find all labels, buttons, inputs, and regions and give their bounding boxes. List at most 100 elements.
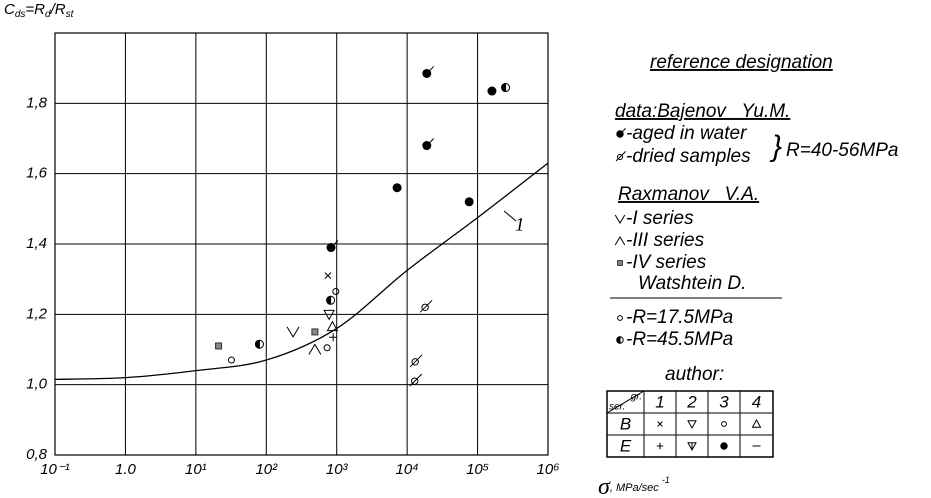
marker-part	[616, 153, 624, 161]
marker-part	[501, 83, 507, 93]
x-tick-label: 10²	[255, 461, 278, 478]
marker	[308, 343, 322, 355]
curve	[54, 162, 549, 381]
marker	[254, 339, 264, 349]
marker-part	[421, 303, 429, 311]
table-marker	[751, 418, 762, 428]
marker	[286, 326, 300, 338]
x-tick-label: 10¹	[185, 461, 207, 478]
marker-part	[614, 236, 626, 246]
legend-marker	[614, 236, 626, 246]
marker	[323, 344, 331, 352]
marker-part	[326, 320, 339, 332]
table-header: 3	[719, 392, 729, 411]
x-axis-label-part: σ	[598, 474, 611, 498]
table-header: 2	[686, 392, 697, 411]
table-header: 4	[752, 392, 761, 411]
marker	[419, 299, 433, 313]
legend-label: -III series	[626, 230, 705, 251]
marker-part	[656, 442, 664, 450]
marker	[329, 333, 338, 342]
table-frame	[606, 390, 774, 458]
marker-part	[687, 442, 697, 452]
marker-part	[409, 354, 423, 368]
y-tick-label: 1,2	[26, 305, 48, 322]
marker-part	[411, 358, 419, 366]
table-marker	[721, 421, 727, 427]
x-tick-label: 10⁶	[537, 461, 560, 478]
marker-part	[428, 138, 435, 144]
marker-part	[720, 442, 728, 450]
legend-label: -R=17.5MPa	[626, 307, 733, 328]
table-row-label: B	[620, 414, 631, 433]
y-axis-label-part: =R	[25, 1, 45, 18]
legend-marker	[615, 151, 626, 162]
marker-part	[751, 418, 762, 428]
marker	[409, 373, 423, 387]
x-axis-label-part: , MPa/sec	[610, 482, 662, 494]
marker-part	[410, 377, 419, 385]
group-title: data:Bajenov Yu.M.	[615, 101, 790, 122]
marker-part	[329, 333, 338, 342]
x-tick-label: 1.0	[115, 461, 137, 478]
legend-marker	[616, 336, 624, 344]
marker-part	[687, 420, 697, 430]
marker-part	[721, 421, 727, 427]
marker	[464, 197, 474, 207]
marker-part	[419, 299, 433, 313]
table-marker	[687, 420, 697, 430]
y-tick-label: 1,6	[26, 165, 48, 182]
y-axis-label-part: d	[45, 9, 51, 20]
marker	[487, 86, 497, 96]
marker-part	[323, 309, 335, 321]
marker-part	[487, 86, 497, 96]
x-tick-label: 10⁵	[466, 461, 489, 478]
marker	[324, 272, 332, 280]
marker-part	[311, 328, 319, 336]
legend-label: -dried samples	[626, 146, 751, 167]
marker	[501, 83, 511, 93]
brace: }	[769, 130, 782, 163]
y-tick-label: 1,0	[26, 376, 48, 393]
table-corner: gr.	[631, 392, 642, 403]
marker-part	[428, 66, 435, 72]
x-axis-label: σ, MPa/sec -1	[598, 474, 670, 498]
marker-part	[286, 326, 300, 338]
y-axis-label-part: C	[4, 1, 15, 18]
table-header: 1	[655, 392, 664, 411]
y-axis-label: Cds=Rd/Rst	[4, 1, 75, 20]
y-tick-label: 0,8	[26, 446, 48, 463]
table-diagonal	[606, 390, 645, 414]
marker-part	[657, 421, 663, 427]
table-row-label: E	[620, 436, 632, 455]
marker-part	[616, 130, 624, 138]
table-marker	[657, 421, 663, 427]
x-tick-label: 10⁴	[396, 461, 419, 478]
legend-label: -aged in water	[626, 123, 747, 144]
group-note: R=40-56MPa	[786, 140, 898, 161]
marker-part	[326, 295, 332, 305]
marker-part	[621, 128, 626, 133]
table-corner: ser.	[609, 402, 625, 413]
curve-leader	[503, 210, 517, 222]
marker-part	[227, 356, 235, 364]
marker	[326, 240, 339, 253]
legend-marker	[614, 214, 626, 224]
marker	[422, 138, 435, 151]
marker	[392, 183, 402, 193]
table-marker	[687, 442, 697, 452]
author-title: author:	[665, 364, 724, 385]
marker-part	[324, 272, 332, 280]
y-axis-label-part: ds	[15, 9, 26, 20]
marker-part	[392, 183, 402, 193]
legend-marker	[617, 315, 623, 321]
y-tick-label: 1,4	[26, 235, 47, 252]
legend-label: -I series	[626, 208, 694, 229]
marker-part	[616, 336, 621, 344]
marker	[326, 320, 339, 332]
group-title: Raxmanov V.A.	[618, 184, 759, 205]
legend-label: -IV series	[626, 252, 707, 273]
marker-part	[215, 342, 223, 350]
marker-part	[332, 240, 339, 246]
